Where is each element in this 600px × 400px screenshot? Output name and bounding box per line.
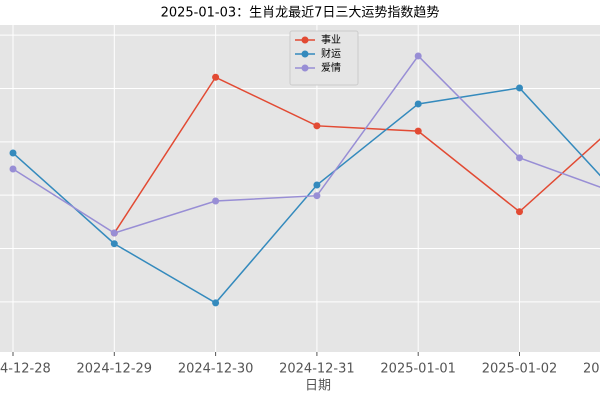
data-point (110, 229, 118, 237)
data-point (313, 181, 321, 189)
chart-title: 2025-01-03：生肖龙最近7日三大运势指数趋势 (161, 5, 440, 21)
x-tick-label: 2024-12-29 (77, 362, 153, 377)
legend-marker (301, 36, 309, 44)
x-tick-label: 2025-01-01 (380, 362, 456, 377)
data-point (212, 73, 220, 81)
x-axis-label: 日期 (305, 379, 331, 394)
x-tick-label: 2024-12-30 (178, 362, 254, 377)
data-point (110, 240, 118, 248)
legend-label: 事业 (321, 33, 341, 46)
data-point (516, 84, 523, 92)
data-point (313, 192, 321, 200)
x-tick-label: 2025-01-02 (482, 362, 558, 377)
legend-marker (301, 64, 309, 72)
data-point (9, 165, 17, 173)
data-point (9, 149, 17, 157)
legend-label: 财运 (321, 47, 341, 60)
data-point (313, 122, 321, 130)
series-line (113, 76, 600, 234)
data-point (212, 197, 220, 205)
data-point (516, 154, 523, 162)
x-tick-label: 2024-12-31 (279, 362, 355, 377)
x-tick-label: 2024-12-28 (0, 362, 51, 377)
data-point (414, 127, 422, 135)
legend-box (289, 30, 359, 86)
x-tick-label: 2025-01-03 (583, 362, 600, 377)
data-point (414, 100, 422, 108)
legend-marker (301, 50, 309, 58)
legend-label: 爱情 (321, 61, 341, 74)
data-point (516, 208, 523, 216)
data-point (414, 52, 422, 60)
data-point (212, 299, 220, 307)
